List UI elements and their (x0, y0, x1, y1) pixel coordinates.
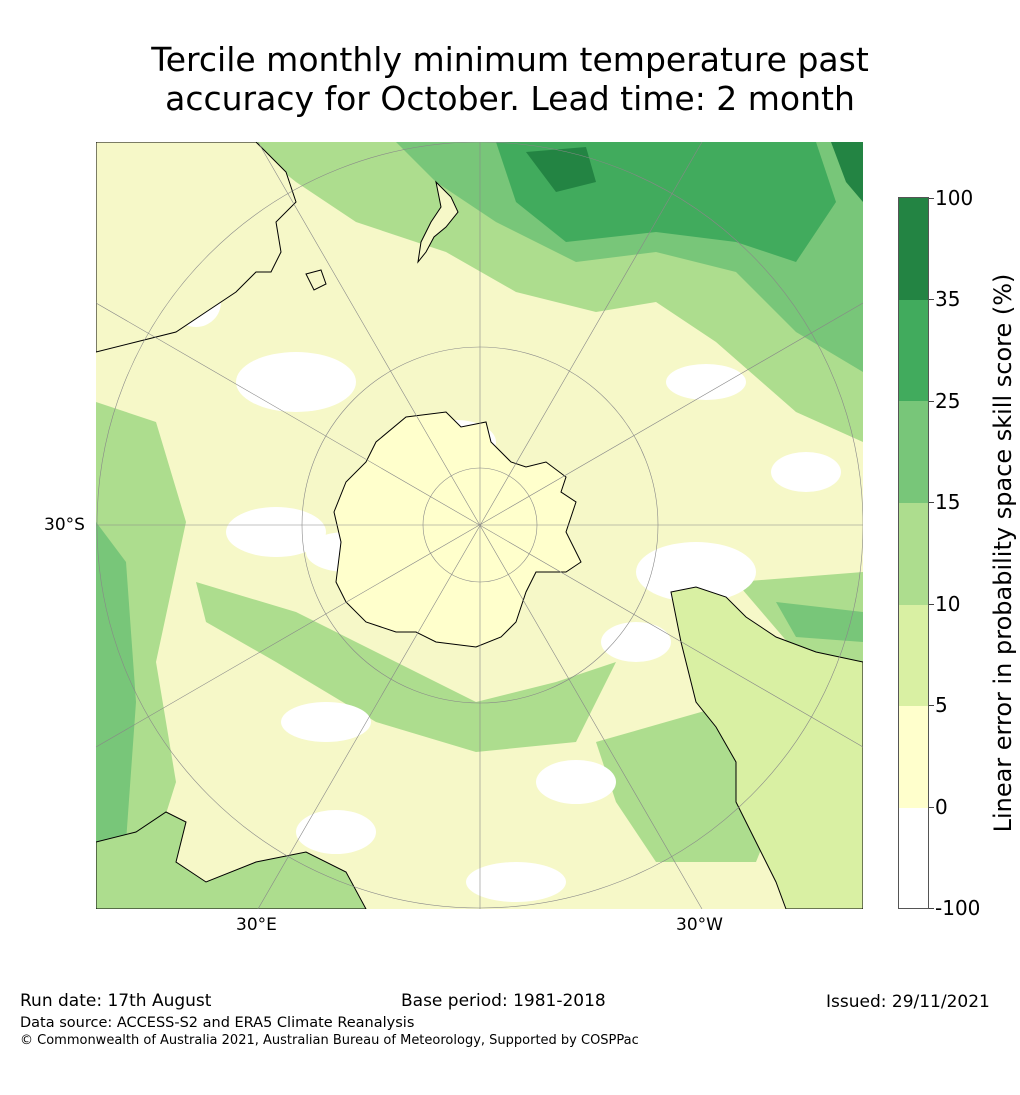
latitude-label-30s: 30°S (44, 515, 85, 535)
chart-title: Tercile monthly minimum temperature past… (0, 40, 1020, 118)
negative-patch (771, 452, 841, 492)
colorbar-tick-mark (929, 604, 934, 605)
colorbar-bin-25-35 (899, 300, 928, 401)
colorbar-bin-35-100 (899, 198, 928, 300)
data-source: Data source: ACCESS-S2 and ERA5 Climate … (20, 1015, 415, 1031)
negative-patch (236, 352, 356, 412)
australia-coastline (96, 142, 297, 353)
skill-zone-pacific-highest (526, 147, 596, 192)
graticule (96, 142, 863, 909)
negative-patch (226, 507, 326, 557)
colorbar-tick-label: 0 (935, 795, 948, 819)
negative-patch (636, 542, 756, 602)
colorbar-tick-label: 35 (935, 287, 961, 311)
colorbar-tick-label: 5 (935, 693, 948, 717)
negative-patch (536, 760, 616, 804)
colorbar-tick-mark (929, 401, 934, 402)
base-period: Base period: 1981-2018 (401, 991, 606, 1011)
colorbar-title: Linear error in probability space skill … (989, 273, 1017, 833)
antarctica-coastline (333, 411, 582, 648)
negative-patch (296, 810, 376, 854)
colorbar-tick-mark (929, 299, 934, 300)
meridian-line (257, 142, 703, 909)
skill-zone-west-high (96, 522, 136, 882)
copyright-notice: © Commonwealth of Australia 2021, Austra… (20, 1033, 639, 1048)
skill-score-map (96, 142, 863, 909)
longitude-label-30e: 30°E (236, 915, 277, 935)
colorbar-tick-label: 15 (935, 490, 961, 514)
new-zealand-coastline (417, 180, 459, 264)
colorbar-tick-mark (929, 705, 934, 706)
skill-zone-east-highest (831, 142, 863, 202)
colorbar-bin-0-5 (899, 706, 928, 808)
colorbar-tick-label: 25 (935, 389, 961, 413)
colorbar-bin-neg100-0 (899, 808, 928, 908)
negative-patch (666, 364, 746, 400)
colorbar-tick-mark (929, 502, 934, 503)
negative-patch (466, 862, 566, 902)
colorbar-bin-15-25 (899, 401, 928, 503)
negative-patch (601, 622, 671, 662)
skill-zone-southern-ocean (196, 582, 616, 752)
south-america-coastline (670, 586, 863, 909)
title-line-2: accuracy for October. Lead time: 2 month (165, 79, 855, 118)
colorbar-tick-mark (929, 198, 934, 199)
title-line-1: Tercile monthly minimum temperature past (151, 40, 869, 79)
colorbar (898, 197, 929, 909)
colorbar-bin-5-10 (899, 605, 928, 706)
colorbar-tick-mark (929, 807, 934, 808)
negative-patch (281, 702, 371, 742)
run-date: Run date: 17th August (20, 991, 212, 1011)
colorbar-bin-10-15 (899, 503, 928, 605)
longitude-label-30w: 30°W (676, 915, 723, 935)
colorbar-tick-label: -100 (935, 896, 981, 920)
colorbar-tick-label: 100 (935, 186, 974, 210)
issued-date: Issued: 29/11/2021 (826, 992, 990, 1012)
colorbar-tick-label: 10 (935, 592, 961, 616)
map-panel (96, 142, 863, 909)
africa-coastline (96, 811, 367, 909)
tasmania-coastline (305, 269, 327, 291)
skill-zone-east-high (776, 602, 863, 642)
colorbar-tick-mark (929, 908, 934, 909)
